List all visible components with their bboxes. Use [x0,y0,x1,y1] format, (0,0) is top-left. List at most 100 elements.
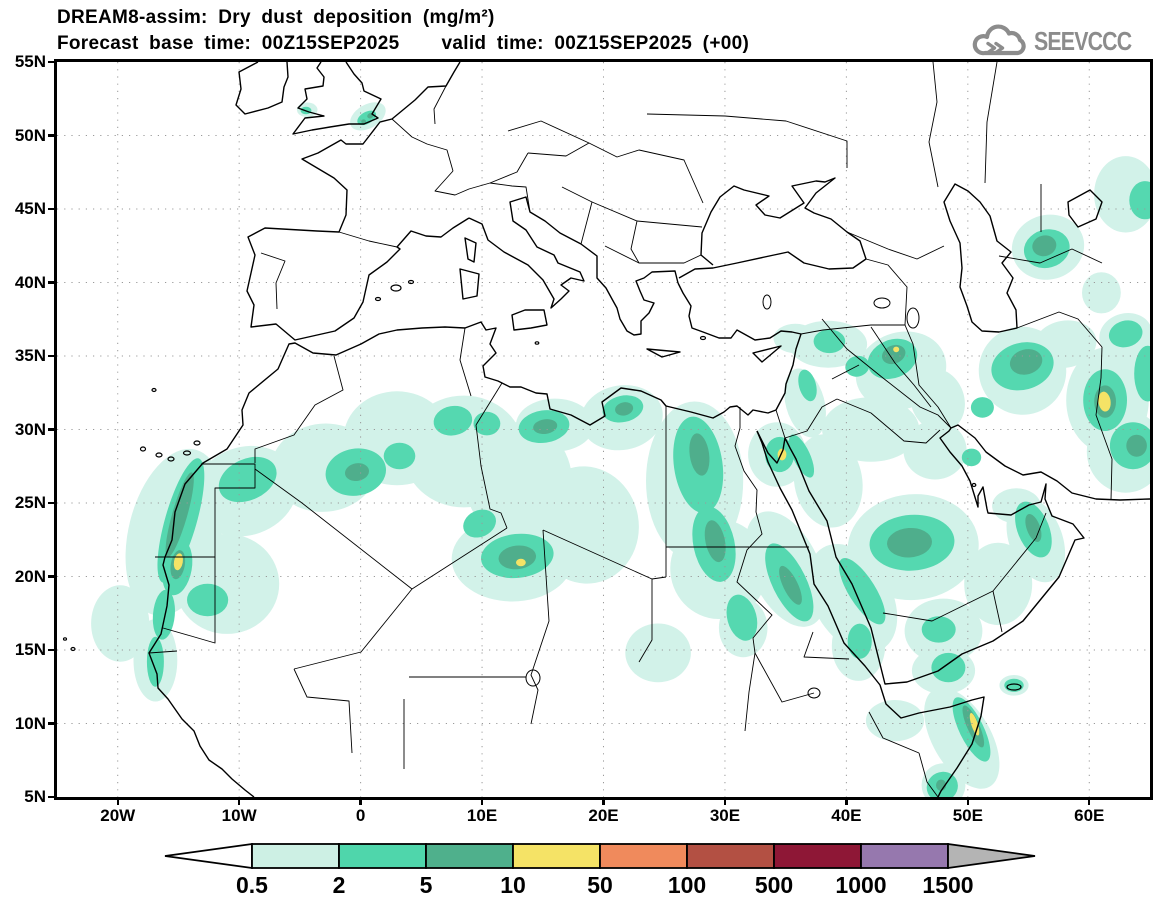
y-axis-tick [48,428,56,431]
colorbar-legend: 0.5 2 5 10 50 100 500 1000 1500 [164,842,1036,898]
dust-contour [173,553,183,571]
dust-contour [779,565,802,605]
x-axis-tick [116,797,119,805]
colorbar-segment [338,843,427,869]
x-axis-tick [966,797,970,805]
dust-contour [970,397,994,418]
colorbar-label: 100 [668,872,706,898]
dust-contour [726,594,758,641]
dust-contour [1108,320,1143,348]
colorbar-segment [512,843,601,869]
dust-contour [1004,678,1024,692]
dust-contour [813,329,846,354]
dust-contour [910,368,965,432]
colorbar-label: 50 [587,872,613,898]
y-axis-label: 5N [24,787,46,806]
dust-contour [1134,345,1150,402]
colorbar-label: 1000 [835,872,886,898]
dust-contour [383,442,416,470]
y-axis-label: 35N [14,346,46,365]
y-axis-label: 55N [14,52,46,71]
dust-contour [1126,434,1147,457]
colorbar-segment [425,843,514,869]
y-axis-tick [48,795,56,799]
x-axis-label: 50E [952,806,983,825]
grid-layer [57,62,1150,797]
dust-contour [152,589,175,640]
dust-contour [903,420,967,480]
x-axis-label: 20W [100,806,136,825]
x-axis-label: 30E [709,806,741,825]
y-axis-tick [48,281,56,284]
dust-contour [615,402,634,416]
dust-contour [516,558,526,567]
dust-contour [1082,272,1121,314]
dust-contour [344,463,370,482]
colorbar-label: 10 [500,872,526,898]
y-axis-tick [48,501,56,505]
x-axis-label: 0 [355,806,366,825]
valid-time: valid time: 00Z15SEP2025 (+00) [441,33,750,54]
colorbar-segment [860,843,949,869]
dust-contour [838,558,886,625]
colorbar-label: 500 [755,872,793,898]
x-axis-tick [602,797,605,805]
dust-contour [887,527,932,558]
page-title: DREAM8-assim: Dry dust deposition (mg/m²… [57,7,495,28]
x-axis-tick [1088,797,1091,805]
dust-contour [1098,391,1111,412]
cloud-icon [973,24,1026,56]
map-canvas [57,62,1150,797]
forecast-base-time: Forecast base time: 00Z15SEP2025 [57,33,400,54]
y-axis-label: 45N [14,199,46,218]
colorbar-label: 5 [420,872,433,898]
dust-contour [91,585,150,662]
dust-contour [174,533,280,634]
rivers-layer [734,62,998,732]
dust-contour [921,616,956,643]
dust-contour [847,623,872,659]
colorbar-label: 1500 [922,872,973,898]
map-frame [57,62,1150,797]
dust-contour [865,700,925,742]
x-axis-tick [237,797,241,805]
y-axis-tick [48,134,56,137]
coastlines-layer [148,62,1150,797]
colorbar-segment [686,843,775,869]
y-axis-label: 40N [14,272,46,292]
x-axis-label: 10W [221,806,257,825]
lakes-layer [525,294,920,699]
dust-contour [533,419,558,435]
y-axis-tick [48,354,56,358]
y-axis-tick [48,207,56,211]
y-axis-tick [48,60,56,64]
y-axis-label: 25N [14,493,46,512]
dust-contour [473,411,501,436]
seevccc-logo: SEEVCCC [971,24,1153,58]
colorbar-label: 2 [333,872,346,898]
colorbar-label: 0.5 [236,872,268,898]
y-axis-tick [48,722,56,725]
colorbar-overflow-arrow [947,842,1036,870]
dust-contour [924,687,1000,789]
colorbar-segment [773,843,862,869]
y-axis-label: 10N [14,713,46,733]
dust-contour [187,583,229,617]
x-axis-label: 40E [831,806,862,825]
dust-contour [463,509,496,538]
x-axis-tick [723,797,727,805]
dust-contour [689,433,710,476]
dust-contour [433,405,473,436]
dust-contour [961,448,982,467]
dust-contour [1009,349,1043,375]
y-axis-label: 50N [14,125,46,145]
x-axis-label: 60E [1074,806,1105,825]
y-axis-label: 30N [14,419,46,439]
dust-contour [498,545,537,570]
dust-layer [91,102,1150,797]
x-axis-label: 20E [588,806,619,825]
x-axis-label: 10E [466,806,498,825]
dust-contour [798,369,817,402]
dust-contour [704,520,726,563]
